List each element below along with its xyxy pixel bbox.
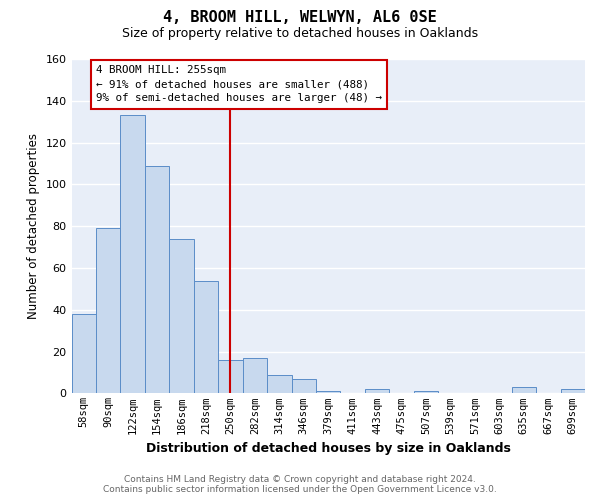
Bar [96,228,121,394]
Text: 4, BROOM HILL, WELWYN, AL6 0SE: 4, BROOM HILL, WELWYN, AL6 0SE [163,10,437,25]
Bar [316,392,340,394]
Bar [414,392,438,394]
Bar [218,360,242,394]
Text: Size of property relative to detached houses in Oaklands: Size of property relative to detached ho… [122,28,478,40]
Bar [365,389,389,394]
Bar [145,166,169,394]
Y-axis label: Number of detached properties: Number of detached properties [27,133,40,319]
Bar [121,116,145,394]
Bar [194,280,218,394]
Bar [560,389,585,394]
Bar [242,358,267,394]
Text: 4 BROOM HILL: 255sqm
← 91% of detached houses are smaller (488)
9% of semi-detac: 4 BROOM HILL: 255sqm ← 91% of detached h… [96,66,382,104]
Text: Contains public sector information licensed under the Open Government Licence v3: Contains public sector information licen… [103,485,497,494]
Bar [292,379,316,394]
Bar [512,387,536,394]
Bar [267,374,292,394]
X-axis label: Distribution of detached houses by size in Oaklands: Distribution of detached houses by size … [146,442,511,455]
Text: Contains HM Land Registry data © Crown copyright and database right 2024.: Contains HM Land Registry data © Crown c… [124,475,476,484]
Bar [71,314,96,394]
Bar [169,238,194,394]
